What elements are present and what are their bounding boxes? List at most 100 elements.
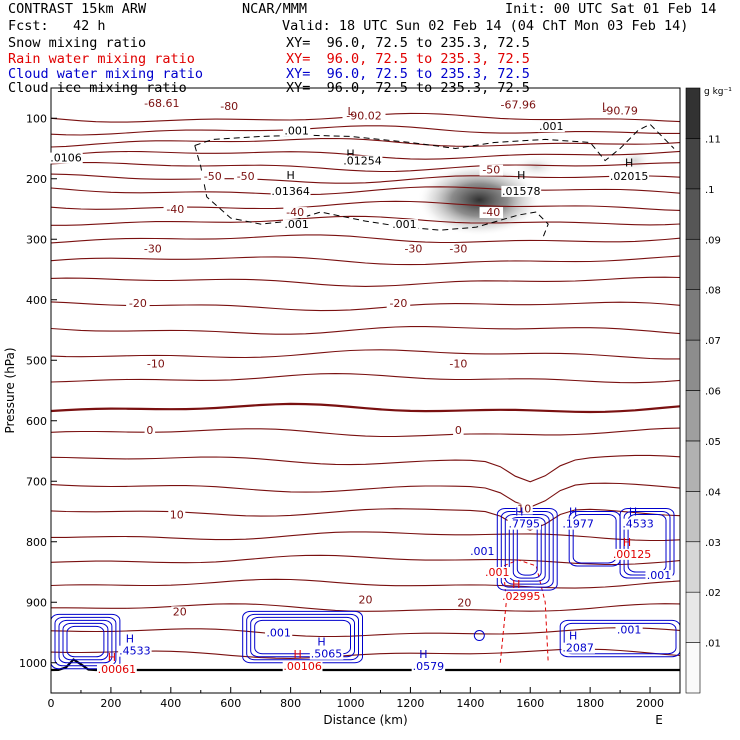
colorbar-label: .09	[705, 235, 721, 246]
isotherm-line	[51, 627, 680, 638]
temperature-label: 20	[359, 593, 373, 606]
temperature-label: -40	[482, 206, 500, 219]
temperature-label: -50	[204, 170, 222, 183]
x-tick-label: 0	[48, 697, 55, 710]
temperature-label: 10	[170, 509, 184, 522]
colorbar-segment	[685, 390, 701, 442]
colorbar-segment	[685, 238, 701, 290]
temperature-label: -40	[286, 206, 304, 219]
cloud-water-contour	[242, 610, 364, 664]
value-label-bg	[609, 170, 649, 182]
value-label: .001	[284, 218, 309, 231]
colorbar-label: .08	[705, 286, 721, 297]
temperature-label-bg	[455, 597, 473, 609]
field-name-rain: Rain water mixing ratio	[8, 51, 195, 67]
isotherm-line	[51, 200, 680, 211]
cloud-water-contour	[54, 616, 117, 667]
isotherm-line	[51, 186, 680, 196]
isotherm-line	[51, 215, 680, 226]
y-tick-label: 1000	[19, 657, 47, 670]
value-label: .02015	[610, 170, 649, 183]
value-label-bg	[96, 663, 137, 675]
temperature-label-bg	[401, 243, 426, 255]
temperature-label-bg	[126, 297, 150, 309]
isotherm-line	[51, 349, 680, 360]
value-label: .5065	[311, 648, 343, 661]
temperature-label: 0	[146, 424, 153, 437]
temperature-label: 0	[455, 424, 462, 437]
value-label-bg	[612, 548, 652, 560]
colorbar-label: .02	[705, 588, 721, 599]
org-label: NCAR/MMM	[242, 1, 308, 17]
plot-frame	[50, 87, 681, 694]
temperature-label: -80	[220, 100, 238, 113]
value-label-bg	[270, 185, 311, 197]
high-marker: H	[625, 157, 633, 170]
high-marker: H	[293, 648, 301, 661]
colorbar-label: .11	[705, 134, 721, 145]
temperature-label-bg	[144, 424, 156, 436]
x-axis-label: Distance (km)	[323, 713, 407, 727]
colorbar-units: g kg⁻¹	[704, 87, 732, 97]
value-label-bg	[507, 518, 541, 530]
value-label-bg	[645, 570, 673, 582]
high-marker: H	[623, 536, 631, 549]
x-tick-label: 2000	[636, 697, 664, 710]
temperature-label-bg	[283, 207, 307, 219]
x-tick-label: 1200	[396, 697, 424, 710]
temperature-label-bg	[342, 110, 386, 122]
x-tick-label: 800	[280, 697, 301, 710]
value-label: .00061	[98, 663, 137, 676]
isotherm-line	[51, 427, 680, 438]
cloud-water-contour	[66, 625, 105, 658]
isotherm-line	[51, 301, 680, 312]
low-marker: L	[347, 105, 354, 118]
y-tick-label: 500	[26, 354, 47, 367]
temperature-label: -68.61	[144, 97, 179, 110]
temperature-label: 20	[173, 605, 187, 618]
cloud-water-contour	[246, 613, 360, 661]
value-label-bg	[615, 624, 643, 636]
temperature-label-bg	[598, 105, 642, 117]
field-name-snow: Snow mixing ratio	[8, 35, 147, 51]
colorbar-label: .04	[705, 487, 721, 498]
value-label: .4533	[119, 645, 151, 658]
value-label: .001	[266, 627, 291, 640]
value-label: .02995	[502, 590, 541, 603]
colorbar-segment	[685, 541, 701, 593]
snow-shading-core	[417, 163, 542, 236]
value-label: .01364	[271, 185, 310, 198]
y-tick-label: 700	[26, 475, 47, 488]
rain-contour	[499, 559, 549, 663]
value-label-bg	[483, 567, 511, 579]
high-marker: H	[517, 169, 525, 182]
value-label-bg	[537, 121, 565, 133]
colorbar-label: .03	[705, 538, 721, 549]
temperature-label-bg	[140, 98, 184, 110]
y-tick-label: 100	[26, 112, 47, 125]
colorbar-segment	[685, 289, 701, 341]
value-label: .0579	[413, 660, 445, 673]
colorbar-label: .1	[705, 185, 715, 196]
colorbar-segment	[685, 138, 701, 190]
value-label: .001	[539, 120, 564, 133]
temperature-label-bg	[386, 297, 411, 309]
valid-time: Valid: 18 UTC Sun 02 Feb 14 (04 ChT Mon …	[282, 18, 689, 34]
value-label: .4533	[622, 518, 654, 531]
model-title: CONTRAST 15km ARW	[8, 1, 147, 17]
temperature-label-bg	[479, 207, 504, 219]
cloud-ice-contour-bottom	[194, 145, 549, 240]
value-label-bg	[561, 642, 595, 654]
init-time: Init: 00 UTC Sat 01 Feb 14	[505, 1, 717, 17]
cloud-water-contour	[254, 619, 352, 655]
temperature-label-bg	[144, 358, 168, 370]
temperature-label-bg	[479, 164, 504, 176]
colorbar-label: .01	[705, 639, 721, 650]
colorbar-segment	[685, 339, 701, 391]
y-tick-label: 800	[26, 536, 47, 549]
isotherm-line	[51, 482, 680, 508]
high-marker: H	[515, 506, 523, 519]
value-label-bg	[118, 645, 152, 657]
